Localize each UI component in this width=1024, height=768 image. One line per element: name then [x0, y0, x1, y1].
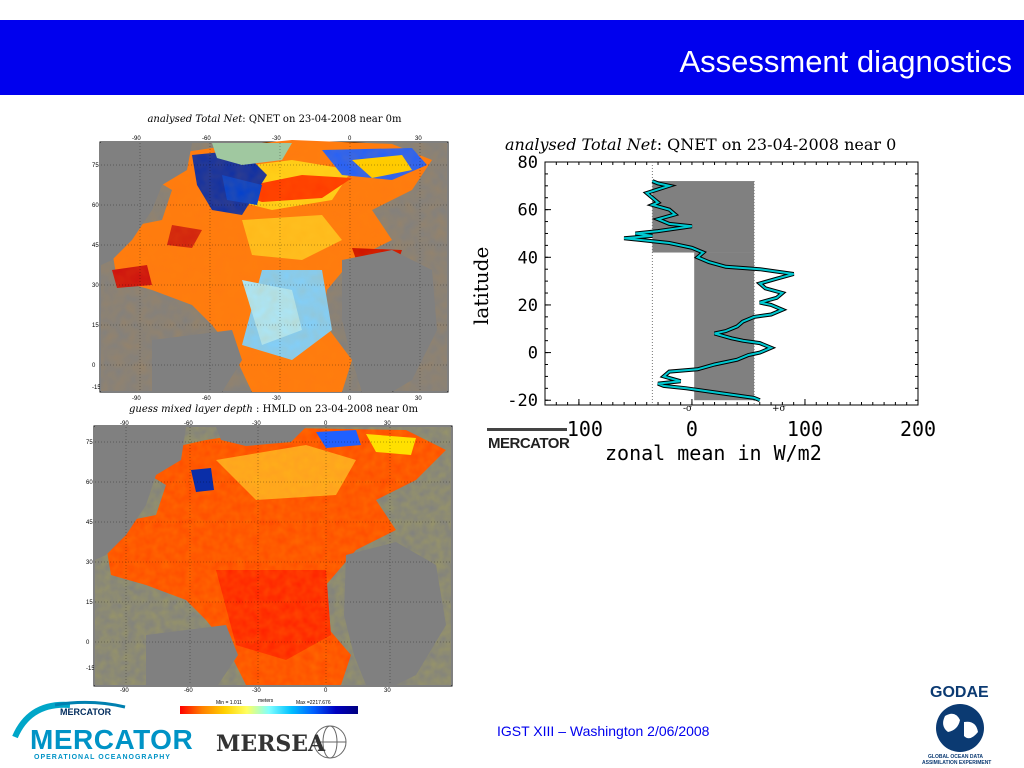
godae-sub1: GLOBAL OCEAN DATA	[928, 754, 983, 760]
colorbar-max: Max =2217.676	[296, 700, 331, 706]
hmld-map-panel: guess mixed layer depth : HMLD on 23-04-…	[86, 402, 461, 694]
lat-tick: 30	[92, 283, 99, 289]
godae-sub2: ASSIMILATION EXPERIMENT	[922, 760, 992, 766]
mercator-wave-icon	[12, 700, 126, 739]
lon-tick: -60	[202, 396, 211, 400]
lon-tick: 0	[348, 396, 352, 400]
globe-icon	[313, 725, 347, 759]
lon-tick: -30	[272, 396, 281, 400]
x-tick-label: 0	[686, 417, 698, 441]
lon-tick: 0	[324, 688, 328, 692]
qnet-map-panel: analysed Total Net: QNET on 23-04-2008 n…	[92, 110, 457, 400]
lat-tick: 75	[86, 440, 93, 446]
mercator-big-label: MERCATOR	[30, 724, 194, 755]
y-tick-label: 0	[528, 344, 538, 364]
lon-tick: -30	[272, 136, 281, 142]
lat-tick: 60	[92, 203, 99, 209]
chart-mercator-swoosh	[487, 428, 567, 431]
lat-tick: 30	[86, 560, 93, 566]
y-tick-label: 40	[518, 248, 538, 268]
y-tick-label: -20	[507, 391, 538, 411]
y-tick-label: 60	[518, 201, 538, 221]
lat-tick: 15	[92, 323, 99, 329]
hmld-map: -90 -60 -30 0 30 -90 -60 -30 0 30 75 60 …	[86, 421, 453, 692]
minus-sigma-label: -σ	[683, 404, 692, 414]
colorbar-unit: meters	[258, 698, 274, 704]
title-banner: Assessment diagnostics	[0, 20, 1024, 95]
greenland	[216, 427, 306, 446]
africa	[342, 250, 437, 392]
colorbar-min: Min = 1.011	[216, 700, 242, 706]
mercator-sub-label: OPERATIONAL OCEANOGRAPHY	[34, 754, 171, 761]
godae-label: GODAE	[930, 684, 989, 701]
mersea-logo: MERSEA	[210, 722, 350, 762]
plus-sigma-label: +σ	[772, 404, 786, 414]
lon-tick: 30	[415, 396, 422, 400]
lon-tick: -30	[252, 688, 261, 692]
lat-tick: 45	[86, 520, 93, 526]
x-tick-label: 100	[787, 417, 823, 441]
north-america	[101, 143, 192, 265]
y-axis-label: latitude	[470, 247, 493, 325]
y-tick-label: 80	[518, 153, 538, 173]
profile-title: analysed Total Net: QNET on 23-04-2008 n…	[505, 135, 896, 154]
lat-tick: 0	[92, 363, 96, 369]
zonal-mean-profile-chart: analysed Total Net: QNET on 23-04-2008 n…	[470, 135, 936, 465]
mercator-small-label: MERCATOR	[60, 707, 112, 717]
south-america	[146, 625, 238, 685]
south-america	[152, 330, 242, 392]
lon-tick: 30	[384, 421, 391, 427]
qnet-map: -90 -60 -30 0 30 -90 -60 -30 0 30 75 60 …	[92, 136, 449, 400]
lat-tick: -15	[92, 385, 101, 391]
colorbar-gradient	[180, 706, 358, 714]
lon-tick: -90	[132, 136, 141, 142]
lon-tick: 0	[324, 421, 328, 427]
slide-title: Assessment diagnostics	[679, 44, 1012, 79]
lon-tick: -90	[120, 421, 129, 427]
zonal-mean-curve	[623, 180, 794, 402]
lat-tick: 0	[86, 640, 90, 646]
lat-tick: -15	[86, 666, 95, 672]
lon-tick: -60	[202, 136, 211, 142]
mercator-logo: MERCATOR MERCATOR OPERATIONAL OCEANOGRAP…	[10, 697, 200, 763]
north-america	[95, 427, 186, 560]
godae-logo: GODAE GLOBAL OCEAN DATA ASSIMILATION EXP…	[912, 684, 1012, 766]
godae-globe-icon	[936, 704, 984, 752]
greenland	[212, 143, 292, 165]
lon-tick: 0	[348, 136, 352, 142]
lat-tick: 75	[92, 163, 99, 169]
lat-tick: 60	[86, 480, 93, 486]
lon-tick: -60	[184, 688, 193, 692]
colorbar: meters Min = 1.011 Max =2217.676	[180, 698, 360, 722]
chart-mercator-logo: MERCATOR	[488, 435, 570, 452]
footer-text: IGST XIII – Washington 2/06/2008	[497, 723, 710, 739]
lon-tick: -30	[252, 421, 261, 427]
africa	[344, 542, 446, 685]
lat-tick: 15	[86, 600, 93, 606]
mersea-label: MERSEA	[216, 731, 326, 757]
plot-frame	[544, 161, 919, 406]
qnet-map-title: analysed Total Net: QNET on 23-04-2008 n…	[147, 114, 402, 125]
lat-tick: 45	[92, 243, 99, 249]
y-tick-label: 20	[518, 296, 538, 316]
lon-tick: -90	[120, 688, 129, 692]
lon-tick: 30	[384, 688, 391, 692]
lon-tick: -90	[132, 396, 141, 400]
hmld-map-title: guess mixed layer depth : HMLD on 23-04-…	[128, 404, 418, 415]
x-tick-label: 200	[900, 417, 936, 441]
sigma-band-south	[694, 252, 755, 401]
x-axis-label: zonal mean in W/m2	[605, 441, 822, 465]
lon-tick: 30	[415, 136, 422, 142]
lon-tick: -60	[184, 421, 193, 427]
